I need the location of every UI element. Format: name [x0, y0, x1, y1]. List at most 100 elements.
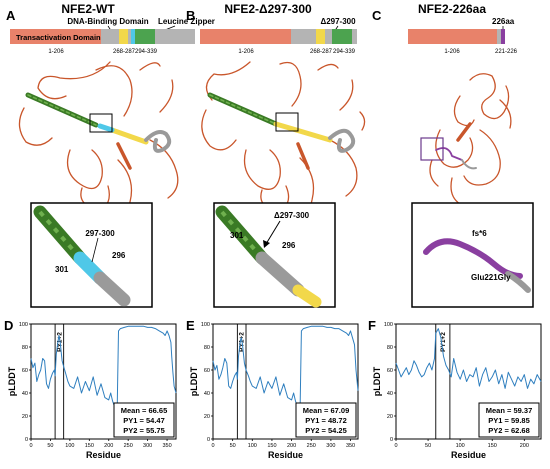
inset-helix-yellow-b — [292, 284, 322, 308]
helix-yellow-b — [273, 121, 333, 143]
y-axis-label: pLDDT — [189, 366, 199, 396]
x-tick-label: 50 — [230, 443, 236, 449]
domain-cyan — [131, 29, 135, 44]
y-tick-label: 40 — [22, 391, 28, 397]
inset-label-a-2: 301 — [55, 265, 69, 274]
x-tick-label: 350 — [162, 443, 171, 449]
inset-gray-c — [505, 271, 531, 293]
coil-a — [18, 61, 179, 223]
helix-gray-b — [328, 128, 356, 153]
x-axis-label: Residue — [268, 450, 303, 460]
panel-title-b: NFE2-Δ297-300 — [224, 2, 312, 16]
inset-label-c-1: fs*6 — [472, 229, 487, 238]
helix-stripe-b — [209, 94, 277, 125]
inset-label-b-1: Δ297-300 — [274, 211, 310, 220]
domain-transactivation — [10, 29, 101, 44]
inset-label-b-2: 301 — [230, 231, 244, 240]
py-marker-label: PY1+2 — [440, 332, 447, 352]
stats-text: Mean = 66.65 — [121, 406, 168, 415]
inset-leader-a — [91, 237, 99, 263]
domain-transactivation-c — [408, 29, 497, 44]
zoom-box-c — [420, 137, 444, 161]
range-a-2: 268-287 — [113, 49, 136, 55]
x-tick-label: 200 — [520, 443, 529, 449]
purple-tail-c — [435, 147, 463, 161]
domain-bar-c — [408, 29, 505, 44]
x-tick-label: 50 — [47, 443, 53, 449]
y-tick-label: 80 — [204, 345, 210, 351]
label-dna-binding: DNA-Binding Domain — [67, 17, 148, 26]
inset-label-c-2: Glu221Gly — [471, 273, 511, 282]
helix-orange-a — [116, 142, 132, 170]
inset-helix-green-a — [33, 205, 87, 265]
y-tick-label: 0 — [25, 437, 28, 443]
y-tick-label: 60 — [387, 368, 393, 374]
domain-bar-a — [10, 29, 195, 44]
inset-a: 297-300 301 296 — [30, 202, 153, 308]
panel-title-c: NFE2-226aa — [418, 2, 486, 16]
x-tick-label: 0 — [211, 443, 214, 449]
y-tick-label: 40 — [204, 391, 210, 397]
x-tick-label: 50 — [425, 443, 431, 449]
y-tick-label: 100 — [384, 322, 393, 328]
x-tick-label: 150 — [267, 443, 276, 449]
y-axis-label: pLDDT — [372, 366, 382, 396]
range-b-1: 1-206 — [238, 49, 254, 55]
panel-letter-b: B — [186, 8, 195, 23]
x-tick-label: 100 — [248, 443, 257, 449]
range-a-1: 1-206 — [48, 49, 64, 55]
label-226aa: 226aa — [492, 17, 515, 26]
helix-gray-a — [144, 130, 172, 153]
domain-dna-binding — [119, 29, 128, 44]
domain-transactivation-b — [200, 29, 291, 44]
range-b-2: 268-287 — [310, 49, 333, 55]
inset-arrow-b — [265, 220, 281, 245]
y-tick-label: 80 — [22, 345, 28, 351]
x-tick-label: 0 — [394, 443, 397, 449]
range-a-3: 294-339 — [135, 49, 158, 55]
inset-arrowhead-b — [263, 240, 270, 248]
x-tick-label: 100 — [65, 443, 74, 449]
stats-box — [478, 402, 540, 438]
plddt-series-line — [212, 325, 359, 411]
stats-text: PY1 = 59.85 — [488, 416, 530, 425]
domain-leucine-zipper — [135, 29, 155, 44]
x-tick-label: 300 — [143, 443, 152, 449]
range-b-3: 294-339 — [333, 49, 356, 55]
plddt-series-line — [395, 328, 542, 389]
stats-box — [295, 402, 357, 438]
y-tick-label: 60 — [204, 368, 210, 374]
coil-b — [201, 61, 366, 223]
y-axis-label: pLDDT — [7, 366, 17, 396]
x-tick-label: 0 — [29, 443, 32, 449]
structure-b — [201, 61, 366, 223]
gray-tail-c — [461, 159, 477, 170]
label-deletion: Δ297-300 — [320, 17, 356, 26]
x-axis-label: Residue — [451, 450, 486, 460]
y-tick-label: 20 — [387, 414, 393, 420]
panel-c: C NFE2-226aa 226aa 1-206 221-226 fs*6 Gl… — [372, 2, 534, 308]
panel-letter-e: E — [186, 318, 195, 333]
stats-text: PY1 = 54.47 — [123, 416, 165, 425]
panel-letter-d: D — [4, 318, 13, 333]
y-tick-label: 20 — [22, 414, 28, 420]
domain-dna-binding-b — [316, 29, 325, 44]
x-tick-label: 250 — [124, 443, 133, 449]
y-tick-label: 100 — [19, 322, 28, 328]
y-tick-label: 80 — [387, 345, 393, 351]
inset-label-a-3: 296 — [112, 251, 126, 260]
inset-frame-c — [411, 202, 534, 308]
domain-leucine-zipper-b — [332, 29, 352, 44]
zoom-box-b — [275, 112, 299, 132]
panel-letter-a: A — [6, 8, 16, 23]
coil-c — [429, 73, 512, 205]
x-tick-label: 300 — [326, 443, 335, 449]
domain-bar-b — [200, 29, 357, 44]
domain-frameshift-c — [501, 29, 505, 44]
x-tick-label: 200 — [287, 443, 296, 449]
x-tick-label: 200 — [104, 443, 113, 449]
stats-box — [113, 402, 175, 438]
zoom-box-a — [89, 113, 113, 133]
